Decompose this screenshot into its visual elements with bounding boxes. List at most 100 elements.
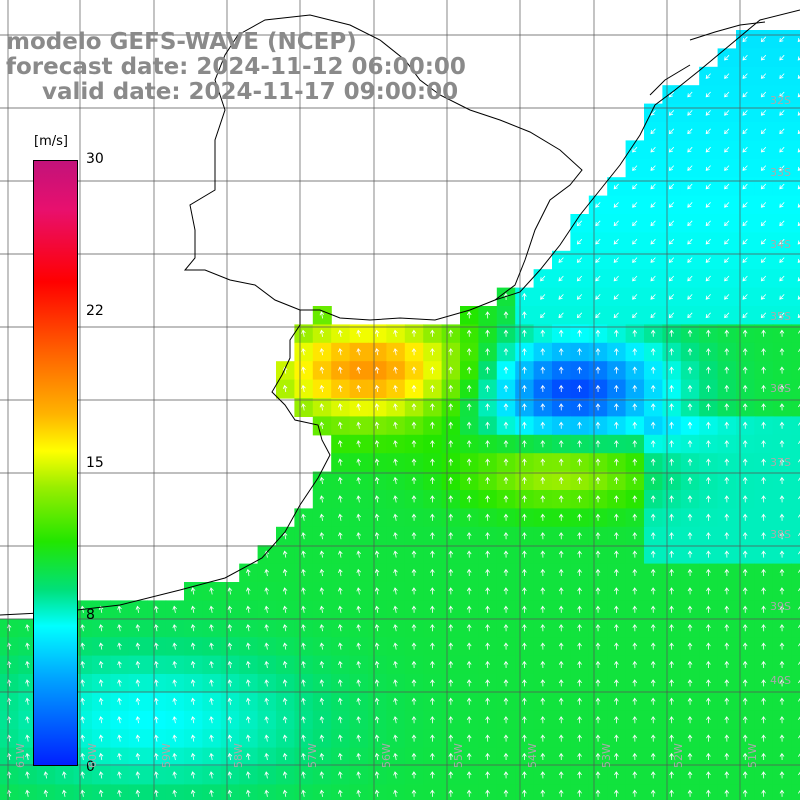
wind-arrow xyxy=(209,734,214,742)
wind-cell xyxy=(533,269,553,289)
wind-arrow xyxy=(797,185,800,190)
wind-arrow xyxy=(577,403,582,411)
wind-arrow xyxy=(246,642,251,650)
wind-arrow xyxy=(669,771,674,779)
wind-arrow xyxy=(411,440,417,448)
wind-arrow xyxy=(742,366,748,374)
wind-arrow xyxy=(80,752,85,761)
wind-arrow xyxy=(374,550,380,558)
wind-arrow xyxy=(650,146,656,153)
wind-arrow xyxy=(669,458,674,466)
wind-arrow xyxy=(576,257,583,263)
wind-arrow xyxy=(650,458,656,466)
wind-arrow xyxy=(522,789,527,797)
wind-arrow xyxy=(393,403,398,411)
wind-cell xyxy=(717,287,737,307)
wind-cell xyxy=(791,655,800,675)
colorbar-tick-8: 8 xyxy=(86,607,95,623)
wind-arrow xyxy=(374,495,380,503)
wind-arrow xyxy=(540,384,546,393)
wind-arrow xyxy=(687,550,693,558)
wind-arrow xyxy=(632,202,638,208)
wind-arrow xyxy=(522,624,527,632)
wind-arrow xyxy=(558,294,564,300)
wind-arrow xyxy=(577,789,582,797)
wind-arrow xyxy=(503,605,509,613)
wind-cell xyxy=(662,306,682,325)
wind-arrow xyxy=(797,277,800,282)
wind-arrow xyxy=(540,789,546,797)
wind-arrow xyxy=(190,716,196,724)
wind-arrow xyxy=(411,458,417,466)
wind-cell xyxy=(791,177,800,197)
wind-cell xyxy=(570,287,590,307)
wind-arrow xyxy=(760,294,767,300)
wind-arrow xyxy=(190,734,196,742)
wind-arrow xyxy=(650,550,656,558)
wind-arrow xyxy=(522,421,527,429)
wind-arrow xyxy=(338,421,343,429)
wind-arrow xyxy=(687,257,693,263)
wind-arrow xyxy=(117,734,122,742)
wind-cell xyxy=(625,250,645,270)
wind-arrow xyxy=(319,587,325,595)
wind-arrow xyxy=(503,403,509,411)
wind-arrow xyxy=(798,661,800,665)
wind-arrow xyxy=(466,550,472,558)
wind-arrow xyxy=(632,495,638,503)
wind-arrow xyxy=(760,54,767,61)
wind-arrow xyxy=(797,222,800,227)
wind-arrow xyxy=(706,458,711,466)
wind-arrow xyxy=(724,789,730,797)
wind-arrow xyxy=(797,258,800,263)
wind-arrow xyxy=(246,660,251,669)
wind-arrow xyxy=(356,568,361,577)
wind-arrow xyxy=(632,550,638,558)
wind-arrow xyxy=(430,697,435,705)
wind-arrow xyxy=(687,403,693,411)
wind-cell xyxy=(699,250,719,270)
wind-arrow xyxy=(522,771,527,779)
wind-arrow xyxy=(246,752,251,761)
wind-arrow xyxy=(466,697,472,705)
wind-arrow xyxy=(485,568,490,577)
wind-arrow xyxy=(687,440,693,448)
wind-arrow xyxy=(246,568,251,577)
wind-arrow xyxy=(190,789,196,797)
wind-arrow xyxy=(448,384,454,393)
wind-cell xyxy=(55,784,75,800)
wind-arrow xyxy=(540,275,546,282)
wind-arrow xyxy=(338,752,343,761)
wind-arrow xyxy=(779,73,785,79)
wind-arrow xyxy=(430,752,435,761)
wind-arrow xyxy=(522,752,527,761)
wind-arrow xyxy=(301,642,306,650)
wind-arrow xyxy=(485,642,490,650)
wind-arrow xyxy=(798,366,800,371)
wind-cell xyxy=(625,269,645,289)
wind-arrow xyxy=(650,476,656,485)
wind-arrow xyxy=(264,752,269,761)
wind-arrow xyxy=(650,679,656,687)
wind-arrow xyxy=(522,384,527,393)
wind-arrow xyxy=(338,476,343,485)
wind-arrow xyxy=(558,716,564,724)
wind-arrow xyxy=(687,421,693,429)
wind-cell xyxy=(754,158,774,178)
wind-arrow xyxy=(117,771,122,779)
wind-arrow xyxy=(540,421,546,429)
wind-arrow xyxy=(595,440,601,448)
wind-arrow xyxy=(172,716,177,724)
wind-arrow xyxy=(760,202,767,208)
wind-arrow xyxy=(760,146,767,153)
wind-arrow xyxy=(411,752,417,761)
wind-arrow xyxy=(466,311,472,319)
wind-cell xyxy=(644,269,663,289)
wind-arrow xyxy=(80,771,85,779)
wind-arrow xyxy=(706,348,711,356)
wind-arrow xyxy=(448,440,454,448)
wind-cell xyxy=(128,784,148,800)
wind-arrow xyxy=(62,789,67,797)
wind-arrow xyxy=(724,624,730,632)
wind-cell xyxy=(772,177,792,197)
